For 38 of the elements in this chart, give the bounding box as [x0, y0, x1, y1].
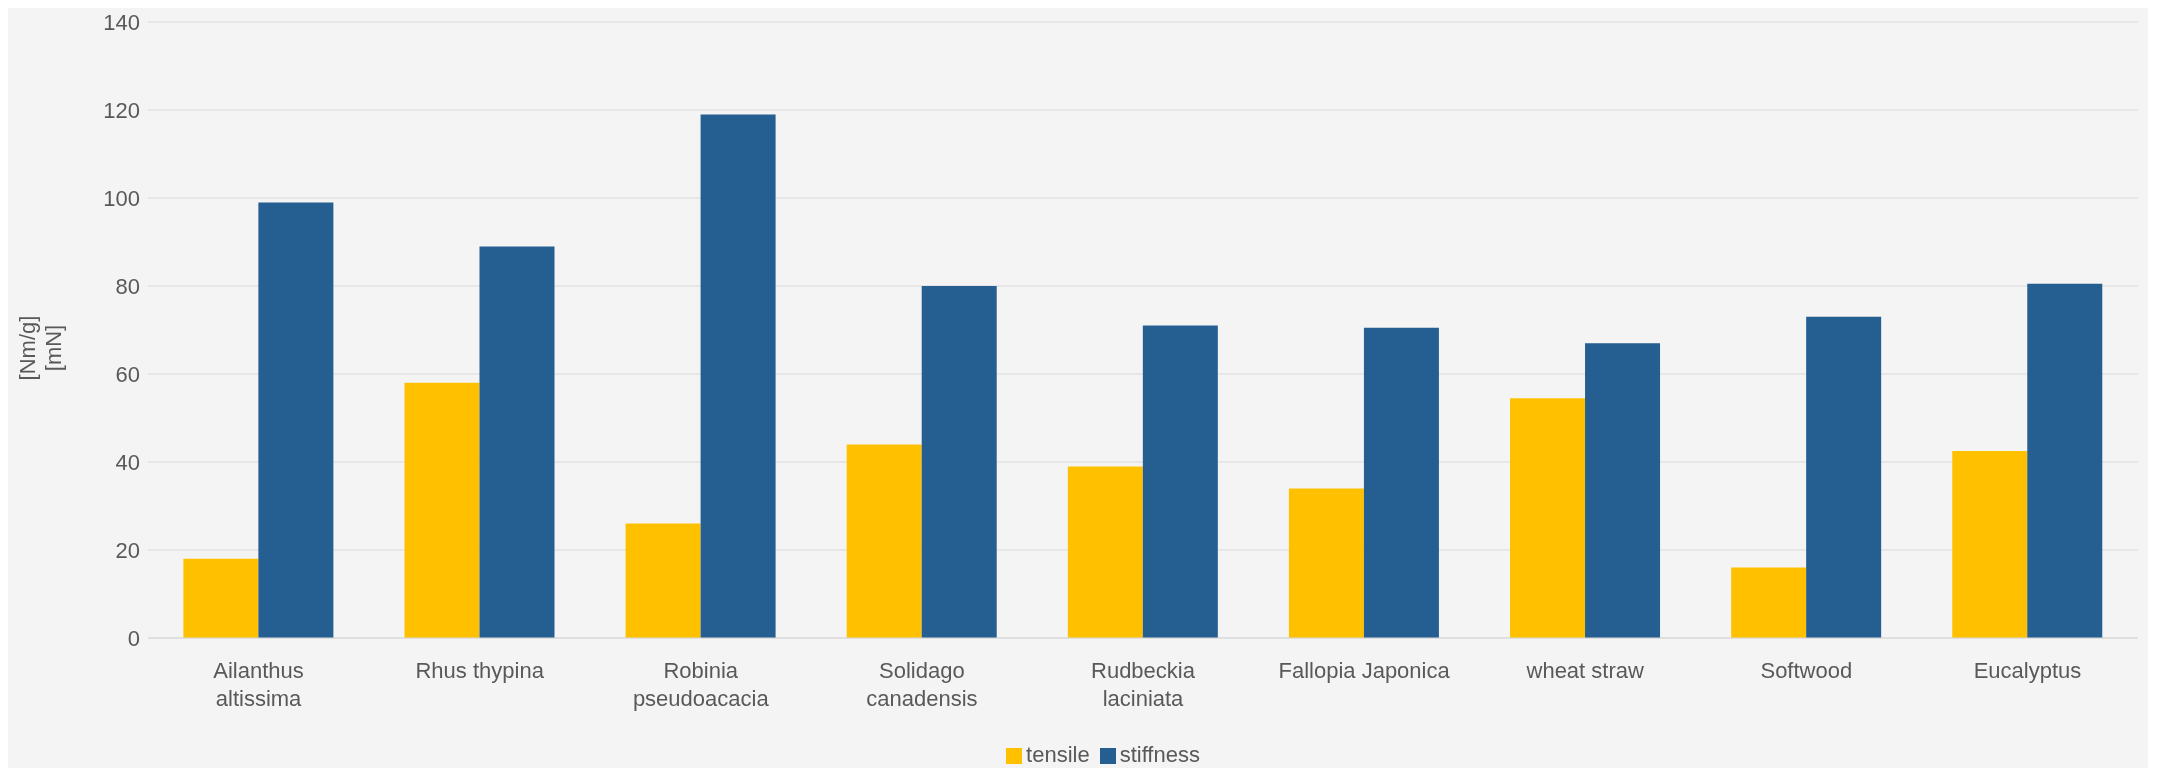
- y-tick-label: 120: [103, 97, 140, 123]
- x-tick-label: Rudbeckia laciniata: [1091, 658, 1196, 711]
- x-tick-label: Ailanthus altissima: [213, 658, 304, 711]
- bar: [479, 246, 555, 638]
- bar: [1363, 327, 1439, 638]
- x-tick-label: Robinia pseudoacacia: [632, 658, 770, 711]
- bar: [1067, 466, 1143, 638]
- x-tick-label: Solidago canadensis: [866, 658, 978, 711]
- bar: [258, 202, 334, 638]
- bar: [625, 523, 701, 638]
- x-tick-label: wheat straw: [1525, 658, 1645, 683]
- y-axis-title: [Nm/g] [mN]: [15, 315, 66, 381]
- x-tick-label: Rhus thypina: [415, 658, 545, 683]
- bar: [183, 558, 259, 638]
- y-tick-label: 20: [115, 537, 140, 563]
- bar: [1585, 343, 1661, 638]
- x-tick-label: Softwood: [1760, 658, 1853, 683]
- y-tick-label: 80: [115, 273, 140, 299]
- y-tick-label: 40: [115, 449, 140, 475]
- y-tick-label: 100: [103, 185, 140, 211]
- legend-label: stiffness: [1119, 742, 1200, 767]
- bar: [1288, 488, 1364, 638]
- bar: [1806, 316, 1882, 638]
- y-tick-label: 60: [115, 361, 140, 387]
- bar: [1510, 398, 1586, 638]
- bar: [846, 444, 922, 638]
- x-tick-label: Fallopia Japonica: [1278, 658, 1451, 683]
- x-tick-label: Eucalyptus: [1973, 658, 2082, 683]
- bar: [1142, 325, 1218, 638]
- bar: [1952, 451, 2028, 638]
- y-tick-label: 140: [103, 9, 140, 35]
- legend-label: tensile: [1026, 742, 1090, 767]
- bar: [700, 114, 776, 638]
- bar: [404, 382, 480, 638]
- bar: [2027, 283, 2103, 638]
- bar: [921, 286, 997, 638]
- bar: [1731, 567, 1807, 638]
- y-tick-label: 0: [127, 625, 140, 651]
